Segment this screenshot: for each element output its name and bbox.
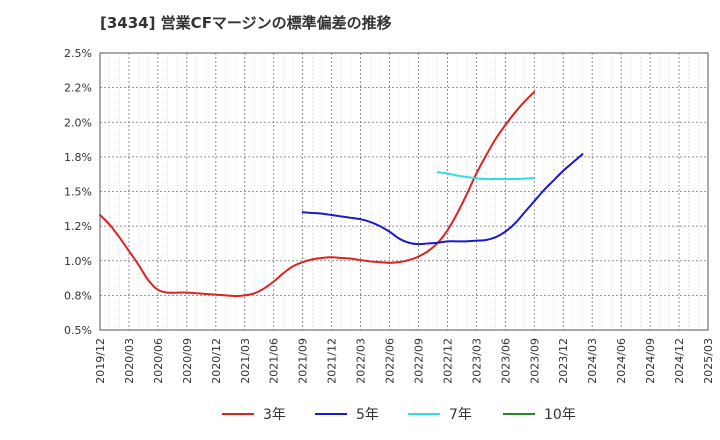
y-tick-label: 1.0% (64, 255, 92, 268)
series-line-5年 (301, 153, 584, 246)
x-tick-label: 2024/09 (644, 338, 657, 384)
x-tick-label: 2024/03 (586, 338, 599, 384)
y-tick-label: 1.2% (64, 220, 92, 233)
legend-label: 5年 (356, 407, 379, 423)
y-tick-label: 2.0% (64, 116, 92, 129)
y-tick-label: 1.8% (64, 151, 92, 164)
x-tick-label: 2022/03 (355, 338, 368, 384)
legend-item: 5年 (315, 407, 379, 423)
x-tick-label: 2020/12 (210, 338, 223, 384)
x-axis-ticks: 2019/12 2020/03 2020/06 2020/09 2020/12 2021/… (94, 338, 715, 384)
x-tick-label: 2023/09 (528, 338, 541, 384)
legend-label: 7年 (449, 407, 472, 423)
y-tick-label: 0.5% (64, 324, 92, 337)
y-tick-label: 0.8% (64, 289, 92, 302)
x-tick-label: 2021/12 (326, 338, 339, 384)
x-tick-label: 2022/06 (384, 338, 397, 384)
x-tick-label: 2020/03 (123, 338, 136, 384)
series-line-3年 (99, 90, 536, 298)
x-tick-label: 2019/12 (94, 338, 107, 384)
series-line-7年 (436, 171, 536, 181)
x-tick-label: 2021/03 (239, 338, 252, 384)
legend: 3年 5年 7年 10年 (222, 407, 576, 423)
y-tick-label: 2.2% (64, 82, 92, 95)
y-tick-label: 1.5% (64, 186, 92, 199)
legend-item: 10年 (503, 407, 576, 423)
y-axis-ticks: 0.5% 0.8% 1.0% 1.2% 1.5% 1.8% 2.0% 2.2% 2.5% (64, 47, 92, 337)
x-tick-label: 2024/06 (615, 338, 628, 384)
x-tick-label: 2023/06 (499, 338, 512, 384)
x-tick-label: 2020/06 (152, 338, 165, 384)
x-tick-label: 2022/12 (441, 338, 454, 384)
x-tick-label: 2023/03 (470, 338, 483, 384)
legend-item: 7年 (408, 407, 472, 423)
x-tick-label: 2020/09 (181, 338, 194, 384)
x-tick-label: 2022/09 (412, 338, 425, 384)
x-tick-label: 2024/12 (673, 338, 686, 384)
series-lines (99, 90, 584, 298)
grid (99, 52, 709, 331)
y-tick-label: 2.5% (64, 47, 92, 60)
x-tick-label: 2025/03 (702, 338, 715, 384)
legend-label: 3年 (263, 407, 286, 423)
chart-title: [3434] 営業CFマージンの標準偏差の推移 (100, 14, 392, 32)
x-tick-label: 2021/06 (268, 338, 281, 384)
plot-area-frame (99, 52, 709, 331)
x-tick-label: 2021/09 (297, 338, 310, 384)
legend-label: 10年 (544, 407, 576, 423)
x-tick-label: 2023/12 (557, 338, 570, 384)
legend-item: 3年 (222, 407, 286, 423)
